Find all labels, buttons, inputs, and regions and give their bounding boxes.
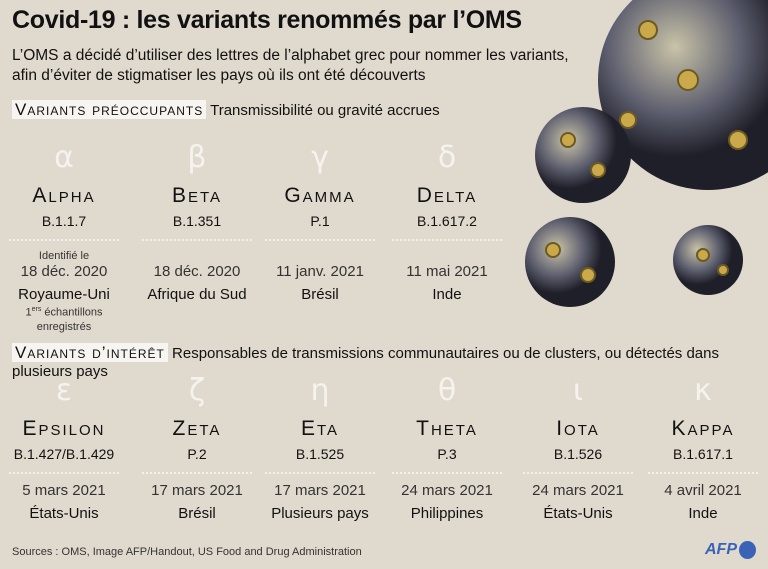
variant-code: P.3 — [437, 446, 457, 462]
sample-note: 1ers échantillons enregistrés — [25, 306, 103, 333]
greek-letter: β — [187, 140, 207, 175]
variant-card: α Alpha B.1.1.7 Identifié le 18 déc. 2020… — [1, 140, 127, 334]
variant-code: B.1.525 — [295, 446, 345, 462]
variant-card: η Eta B.1.525 17 mars 2021 Plusieurs pay… — [257, 373, 383, 522]
identified-date: 17 mars 2021 — [151, 482, 243, 499]
country: Royaume-Uni — [18, 286, 110, 303]
variant-name: Delta — [416, 184, 478, 207]
section-interest-header: Variants d’intérêt Responsables de trans… — [12, 343, 768, 380]
greek-letter: ε — [55, 373, 73, 408]
variant-code: B.1.1.7 — [41, 213, 87, 229]
section-concern-header: Variants préoccupants Transmissibilité o… — [12, 100, 440, 120]
greek-letter: α — [54, 140, 74, 175]
greek-letter: θ — [437, 373, 457, 408]
variant-code: B.1.351 — [172, 213, 222, 229]
greek-letter: κ — [694, 373, 712, 408]
variant-name: Kappa — [671, 417, 735, 440]
identified-date: 18 déc. 2020 — [20, 263, 108, 280]
country: États-Unis — [29, 505, 99, 522]
variant-card: δ Delta B.1.617.2 11 mai 2021 Inde — [384, 140, 510, 303]
country: Inde — [432, 286, 462, 303]
variant-name: Iota — [556, 417, 600, 440]
variant-card: θ Theta P.3 24 mars 2021 Philippines — [384, 373, 510, 522]
country: Brésil — [301, 286, 339, 303]
section-tag: Variants préoccupants — [12, 100, 207, 119]
divider — [142, 239, 252, 241]
logo-text: AFP — [705, 541, 737, 558]
identified-date: 11 mai 2021 — [406, 263, 488, 280]
variant-name: Alpha — [32, 184, 96, 207]
divider — [392, 472, 502, 474]
afp-logo: AFP — [705, 541, 756, 559]
logo-circle — [739, 541, 756, 559]
page-title: Covid-19 : les variants renommés par l’O… — [12, 6, 522, 34]
variant-card: κ Kappa B.1.617.1 4 avril 2021 Inde — [640, 373, 766, 522]
greek-letter: ζ — [188, 373, 206, 408]
variant-name: Gamma — [284, 184, 356, 207]
divider — [265, 472, 375, 474]
divider — [392, 239, 502, 241]
variant-name: Zeta — [172, 417, 222, 440]
country: Plusieurs pays — [271, 505, 369, 522]
date-note: Identifié le — [38, 250, 90, 262]
variant-name: Epsilon — [22, 417, 106, 440]
variant-code: B.1.617.2 — [417, 213, 477, 229]
identified-date: 18 déc. 2020 — [153, 263, 241, 280]
variant-card: γ Gamma P.1 11 janv. 2021 Brésil — [257, 140, 383, 303]
divider — [9, 472, 119, 474]
greek-letter: δ — [437, 140, 457, 175]
variant-code: B.1.617.1 — [673, 446, 733, 462]
section-desc: Transmissibilité ou gravité accrues — [210, 102, 440, 119]
variant-name: Theta — [416, 417, 478, 440]
section-desc: Responsables de transmissions communauta… — [12, 345, 719, 380]
variant-name: Eta — [300, 417, 340, 440]
country: Philippines — [410, 505, 484, 522]
country: Afrique du Sud — [147, 286, 247, 303]
variant-card: β Beta B.1.351 18 déc. 2020 Afrique du S… — [134, 140, 260, 303]
variant-card: ζ Zeta P.2 17 mars 2021 Brésil — [134, 373, 260, 522]
sources: Sources : OMS, Image AFP/Handout, US Foo… — [12, 546, 362, 558]
country: Brésil — [178, 505, 216, 522]
variant-name: Beta — [171, 184, 223, 207]
divider — [648, 472, 758, 474]
identified-date: 11 janv. 2021 — [276, 263, 364, 280]
subtitle: L’OMS a décidé d’utiliser des lettres de… — [12, 47, 569, 84]
virus-illustration — [525, 0, 768, 307]
divider — [142, 472, 252, 474]
variant-code: B.1.526 — [553, 446, 603, 462]
country: Inde — [688, 505, 718, 522]
identified-date: 24 mars 2021 — [401, 482, 493, 499]
country: États-Unis — [543, 505, 613, 522]
greek-letter: γ — [311, 140, 329, 175]
variant-card: ι Iota B.1.526 24 mars 2021 États-Unis — [515, 373, 641, 522]
identified-date: 17 mars 2021 — [274, 482, 366, 499]
variant-code: B.1.427/B.1.429 — [13, 446, 115, 462]
divider — [265, 239, 375, 241]
greek-letter: η — [310, 373, 330, 408]
variant-card: ε Epsilon B.1.427/B.1.429 5 mars 2021 Ét… — [1, 373, 127, 522]
section-tag: Variants d’intérêt — [12, 343, 168, 362]
divider — [523, 472, 633, 474]
divider — [9, 239, 119, 241]
identified-date: 24 mars 2021 — [532, 482, 624, 499]
variant-code: P.2 — [187, 446, 207, 462]
identified-date: 5 mars 2021 — [22, 482, 106, 499]
variant-code: P.1 — [310, 213, 330, 229]
identified-date: 4 avril 2021 — [664, 482, 742, 499]
greek-letter: ι — [572, 373, 584, 408]
